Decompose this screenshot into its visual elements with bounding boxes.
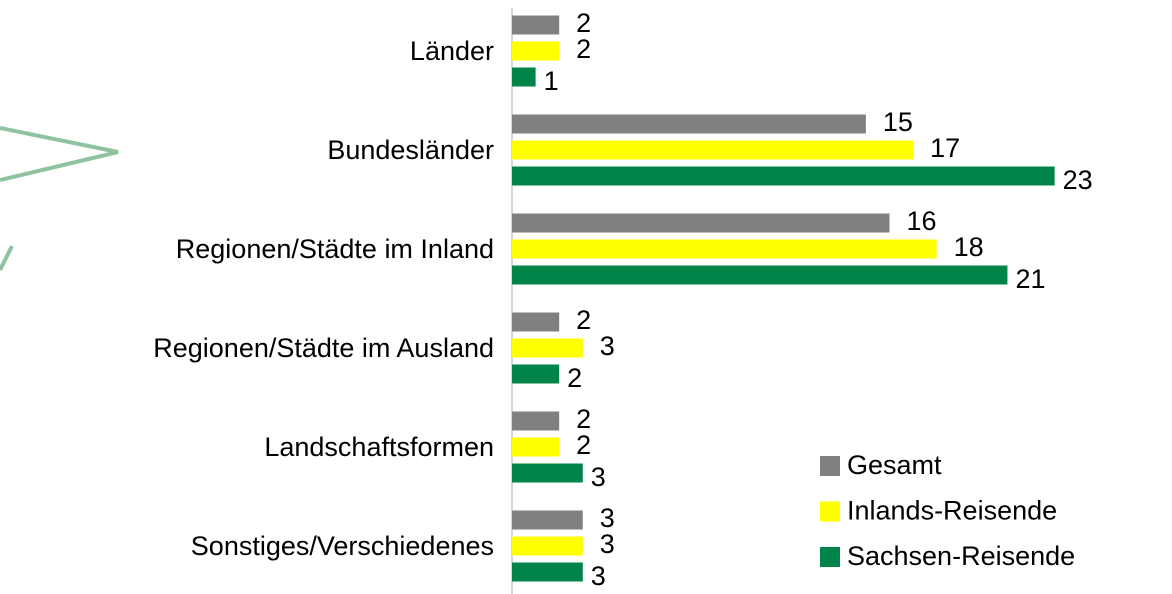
data-label: 15 <box>883 107 913 137</box>
y-tick-label: Bundesländer <box>327 135 494 165</box>
data-label: 2 <box>576 305 591 335</box>
data-label: 3 <box>591 462 606 492</box>
bar <box>512 15 560 35</box>
data-label: 17 <box>930 133 960 163</box>
legend-label: Gesamt <box>847 450 942 480</box>
data-label: 2 <box>576 404 591 434</box>
bar <box>512 510 583 530</box>
data-label: 21 <box>1015 264 1045 294</box>
bar <box>512 67 536 87</box>
bar <box>512 411 560 431</box>
y-tick-label: Regionen/Städte im Inland <box>176 234 494 264</box>
decoration <box>0 245 14 271</box>
data-label: 2 <box>576 8 591 38</box>
legend-label: Inlands-Reisende <box>847 496 1057 526</box>
data-label: 2 <box>567 363 582 393</box>
data-label: 2 <box>576 34 591 64</box>
legend-swatch <box>820 501 840 522</box>
bar <box>512 536 583 556</box>
bar <box>512 41 560 61</box>
bar <box>512 265 1008 285</box>
y-tick-label: Sonstiges/Verschiedenes <box>191 531 494 561</box>
y-tick-label: Landschaftsformen <box>264 432 494 462</box>
data-label: 3 <box>600 331 615 361</box>
decoration <box>0 126 119 182</box>
data-label: 16 <box>906 206 936 236</box>
bar <box>512 213 890 233</box>
bar <box>512 114 866 134</box>
bar <box>512 562 583 582</box>
bar <box>512 166 1055 186</box>
bar <box>512 140 914 160</box>
legend-swatch <box>820 456 840 476</box>
data-label: 2 <box>576 430 591 460</box>
data-label: 3 <box>600 529 615 559</box>
legend-label: Sachsen-Reisende <box>847 541 1075 571</box>
bar <box>512 312 560 332</box>
data-label: 18 <box>954 232 984 262</box>
bar <box>512 437 560 457</box>
bar <box>512 364 560 384</box>
data-label: 1 <box>544 66 559 96</box>
bar <box>512 338 583 358</box>
y-tick-label: Länder <box>410 36 494 66</box>
data-label: 3 <box>591 561 606 591</box>
legend-swatch <box>820 547 840 567</box>
y-tick-label: Regionen/Städte im Ausland <box>153 333 494 363</box>
data-label: 3 <box>600 503 615 533</box>
bar <box>512 463 583 483</box>
bar <box>512 239 937 259</box>
data-label: 23 <box>1063 165 1093 195</box>
